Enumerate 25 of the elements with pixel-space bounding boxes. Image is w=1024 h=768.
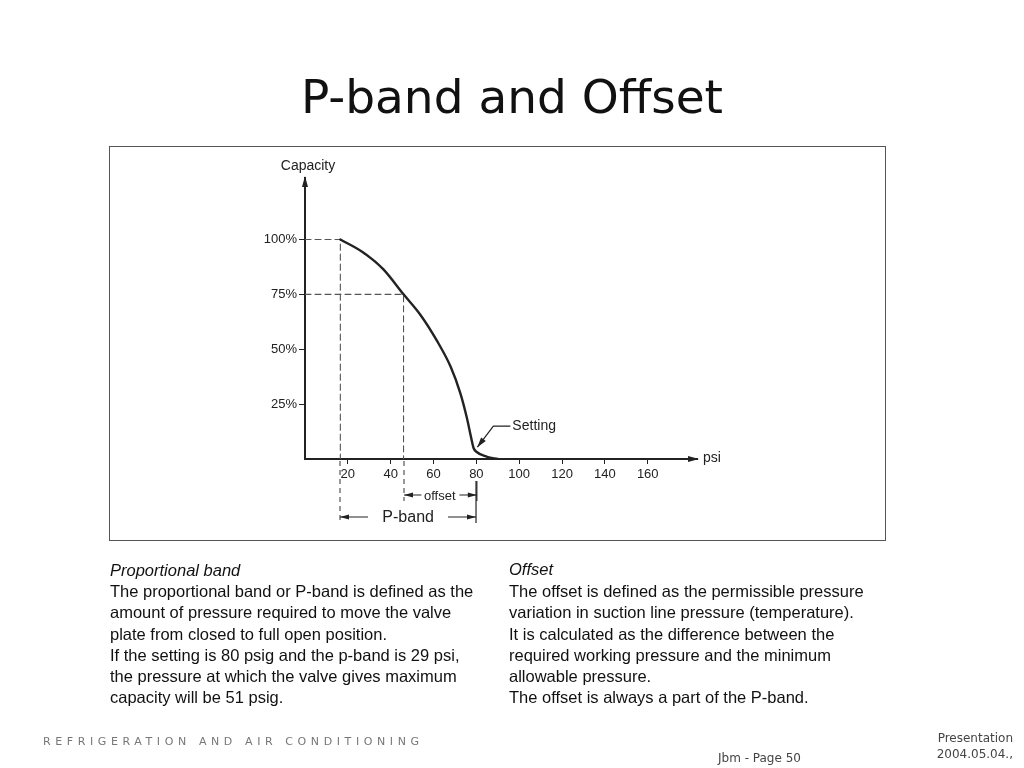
text: REFRIGERATION AND AIR CONDITIONING [43,735,424,749]
text: Presentation 2004.05.04., [936,730,1013,762]
text: The proportional band or P-band is defined as the amount of pressure required to move the valve plate from closed to full open position. If the setting is 80 psig and the p-band is 29 psi, the pressure at which the valve gives maximum capacity will be 51 psig. [110,581,474,709]
text: Jbm - Page 50 [718,751,801,766]
text: Offset [509,559,554,580]
x-tick-label: 120 [551,466,573,482]
text: P-band [382,508,434,525]
y-tick-label: 50% [270,340,298,356]
text: The offset is defined as the permissible pressure variation in suction line pressure (temperature). It is calculated as the difference between the required working pressure and the minimum allowable pressure. The offset is always a part of the P-band. [509,581,864,709]
x-tick-label: 20 [340,466,356,482]
x-tick-label: 80 [469,466,484,482]
x-tick-label: 60 [426,466,441,482]
text: offset [423,487,456,503]
y-axis-title: Capacity [280,156,336,173]
x-axis-title: psi [703,448,721,465]
annotation: Setting [512,417,556,434]
x-tick-label: 40 [383,466,398,482]
x-tick-label: 100 [508,466,531,482]
y-tick-label: 25% [270,395,298,411]
y-tick-label: 100% [263,231,298,247]
x-tick-label: 160 [636,466,659,482]
chart-title: P-band and Offset [299,68,724,126]
y-tick-label: 75% [270,285,298,301]
x-tick-label: 140 [594,466,616,482]
text: Proportional band [110,560,241,581]
